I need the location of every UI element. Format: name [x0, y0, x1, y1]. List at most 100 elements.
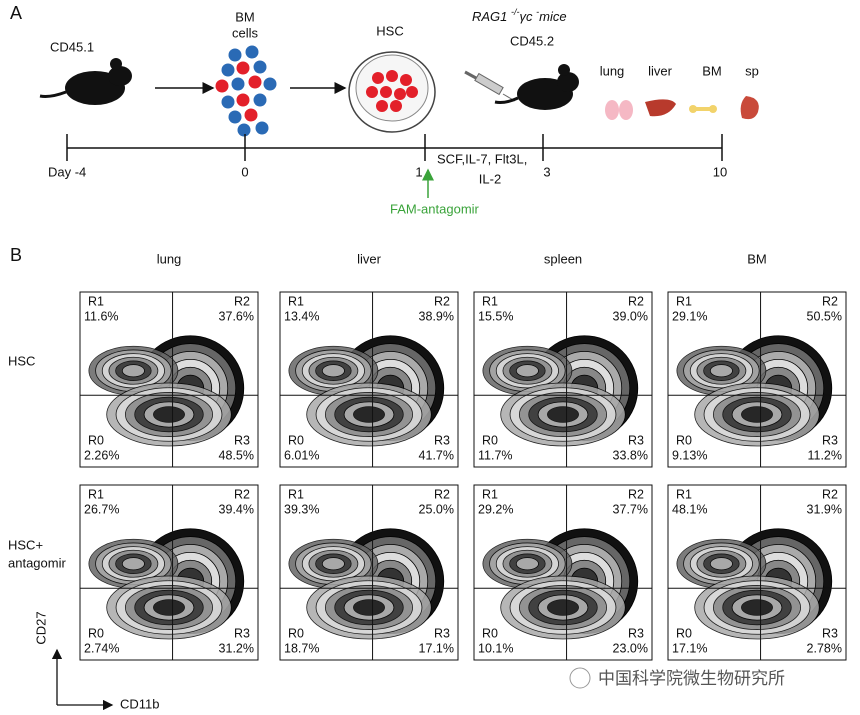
treatment: FAM-antagomir	[390, 201, 480, 216]
hsc-cell	[366, 86, 378, 98]
column-label: spleen	[544, 251, 582, 266]
density-contour	[547, 599, 579, 616]
cell	[215, 79, 229, 93]
gate-name: R0	[482, 626, 498, 640]
gate-percent: 6.01%	[284, 448, 319, 462]
cell	[263, 77, 277, 91]
syringe	[464, 70, 516, 102]
gate-percent: 17.1%	[419, 641, 454, 655]
gate-percent: 2.78%	[807, 641, 842, 655]
density-contour	[741, 599, 773, 616]
panel-label: A	[10, 3, 22, 23]
column-label: liver	[357, 251, 382, 266]
bm-label: BM	[235, 9, 255, 24]
recipient-mouse	[494, 64, 579, 110]
cell	[228, 48, 242, 62]
gate-percent: 2.26%	[84, 448, 119, 462]
cell	[221, 95, 235, 109]
gate-name: R2	[822, 294, 838, 308]
density-contour	[547, 406, 579, 423]
cell	[253, 60, 267, 74]
hsc-cell	[386, 70, 398, 82]
watermark: 中国科学院微生物研究所	[598, 669, 785, 689]
gate-name: R2	[628, 294, 644, 308]
timeline	[66, 134, 723, 161]
organs	[605, 96, 759, 120]
gate-name: R2	[628, 487, 644, 501]
hsc-cell	[376, 100, 388, 112]
gate-name: R1	[676, 294, 692, 308]
gate-percent: 17.1%	[672, 641, 707, 655]
density-contour	[515, 557, 539, 571]
density-contour	[321, 557, 345, 571]
gate-name: R1	[288, 294, 304, 308]
density-contour	[121, 557, 145, 571]
density-contour	[515, 364, 539, 378]
gate-name: R0	[676, 626, 692, 640]
cell	[236, 93, 250, 107]
gate-percent: 37.7%	[613, 502, 648, 516]
gate-percent: 50.5%	[807, 309, 842, 323]
cell	[248, 75, 262, 89]
organ-label: sp	[745, 63, 759, 78]
gate-percent: 41.7%	[419, 448, 454, 462]
cell	[231, 77, 245, 91]
gate-percent: 39.4%	[219, 502, 254, 516]
cell	[221, 63, 235, 77]
cell	[244, 108, 258, 122]
gate-percent: 2.74%	[84, 641, 119, 655]
cell	[237, 123, 251, 137]
gate-name: R2	[234, 294, 250, 308]
gate-name: R3	[234, 433, 250, 447]
gate-percent: 48.1%	[672, 502, 707, 516]
hsc-cell	[390, 100, 402, 112]
cytokines: SCF,IL-7, Flt3L,	[437, 151, 527, 166]
gate-percent: 48.5%	[219, 448, 254, 462]
gate-name: R0	[288, 433, 304, 447]
donor-mouse	[39, 58, 132, 105]
gate-name: R1	[88, 294, 104, 308]
gate-percent: 11.2%	[807, 448, 842, 462]
donor-label: CD45.1	[50, 39, 94, 54]
recipient-marker: CD45.2	[510, 33, 554, 48]
density-contour	[353, 406, 385, 423]
gate-name: R3	[628, 626, 644, 640]
recipient-strain: RAG1 -/-γc -mice	[472, 7, 567, 24]
gate-percent: 11.6%	[84, 309, 119, 323]
gate-name: R3	[434, 433, 450, 447]
organ-label: liver	[648, 63, 673, 78]
plots: R111.6%R237.6%R02.26%R348.5%R113.4%R238.…	[79, 291, 847, 661]
gate-percent: 39.0%	[613, 309, 648, 323]
density-contour	[153, 406, 185, 423]
gate-percent: 29.1%	[672, 309, 707, 323]
timeline-label: 3	[543, 164, 550, 179]
gate-percent: 9.13%	[672, 448, 707, 462]
timeline-label: Day -4	[48, 164, 86, 179]
gate-name: R0	[88, 433, 104, 447]
hsc-cells	[366, 70, 418, 112]
gate-name: R2	[822, 487, 838, 501]
density-contour	[741, 406, 773, 423]
gate-percent: 37.6%	[219, 309, 254, 323]
gate-percent: 29.2%	[478, 502, 513, 516]
gate-name: R0	[88, 626, 104, 640]
gate-name: R3	[822, 433, 838, 447]
gate-name: R1	[88, 487, 104, 501]
gate-name: R0	[676, 433, 692, 447]
gate-name: R2	[434, 294, 450, 308]
gate-percent: 23.0%	[613, 641, 648, 655]
gate-percent: 38.9%	[419, 309, 454, 323]
gate-name: R0	[482, 433, 498, 447]
organ-label: BM	[702, 63, 722, 78]
density-contour	[121, 364, 145, 378]
cell	[228, 110, 242, 124]
gate-name: R2	[434, 487, 450, 501]
gate-percent: 33.8%	[613, 448, 648, 462]
